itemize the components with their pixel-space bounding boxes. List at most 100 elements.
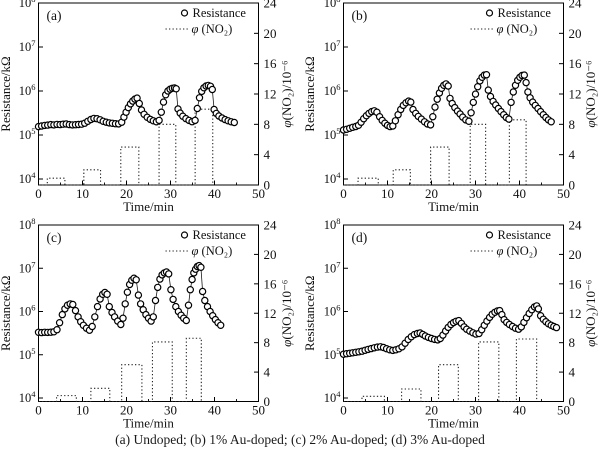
y-tick-label: 108 bbox=[324, 0, 341, 10]
y-tick-label: 20 bbox=[264, 247, 277, 262]
legend: Resistance φ (NO₂) bbox=[165, 6, 246, 36]
data-point-marker bbox=[198, 287, 207, 296]
data-point-marker bbox=[201, 296, 209, 305]
data-point-marker bbox=[534, 305, 543, 313]
data-point-marker bbox=[191, 116, 199, 125]
data-point-marker bbox=[195, 94, 204, 102]
panel-letter-label: (c) bbox=[47, 230, 62, 245]
legend-label-no2: φ (NO₂) bbox=[497, 244, 538, 258]
x-tick-label: 0 bbox=[35, 186, 42, 201]
data-point-marker bbox=[103, 290, 111, 299]
y-tick-label: 20 bbox=[264, 26, 277, 41]
legend-open-circle-icon bbox=[180, 9, 189, 17]
y-tick-label: 24 bbox=[569, 218, 583, 233]
data-point-marker bbox=[547, 118, 555, 126]
y-tick-label: 0 bbox=[569, 394, 576, 409]
data-point-marker bbox=[520, 71, 528, 79]
y-tick-label: 105 bbox=[324, 346, 341, 362]
y-tick-label: 8 bbox=[569, 117, 576, 132]
data-point-marker bbox=[391, 117, 400, 125]
y-tick-label: 107 bbox=[324, 38, 341, 54]
data-point-marker bbox=[471, 90, 480, 98]
data-point-marker bbox=[151, 296, 160, 305]
x-tick-label: 10 bbox=[76, 403, 89, 418]
y-tick-label: 104 bbox=[324, 389, 342, 405]
y-tick-label: 12 bbox=[264, 306, 277, 321]
data-point-marker bbox=[93, 302, 102, 311]
y-axis-left-title: Resistance/kΩ bbox=[0, 56, 13, 131]
legend: Resistance φ (NO₂) bbox=[470, 228, 552, 258]
no2-concentration-series bbox=[343, 119, 527, 186]
panel-letter-label: (d) bbox=[352, 230, 368, 245]
data-point-marker bbox=[188, 275, 196, 284]
data-point-marker bbox=[484, 86, 492, 94]
data-point-marker bbox=[197, 263, 205, 272]
resistance-series bbox=[34, 81, 238, 131]
legend-label-resistance: Resistance bbox=[498, 228, 552, 242]
y-axis-right-title: φ(NO₂)/10⁻⁶ bbox=[279, 280, 294, 347]
y-tick-label: 16 bbox=[264, 276, 278, 291]
y-tick-label: 24 bbox=[264, 218, 278, 233]
data-point-marker bbox=[136, 300, 145, 308]
chart-a: 01020304050Time/min104105106107108Resist… bbox=[0, 0, 294, 214]
y-tick-label: 4 bbox=[264, 365, 271, 380]
data-point-marker bbox=[159, 98, 168, 106]
y-tick-label: 108 bbox=[324, 216, 341, 232]
x-axis: 0 10 20 30 40 50 Time/min bbox=[35, 180, 265, 214]
y-tick-label: 105 bbox=[19, 126, 36, 142]
legend-label-no2: φ (NO₂) bbox=[192, 22, 233, 36]
data-point-marker bbox=[431, 103, 439, 111]
y-tick-label: 104 bbox=[324, 170, 342, 186]
y-axis-right: 0 4 8 12 16 20 24 φ(NO₂)/10⁻⁶ bbox=[559, 0, 598, 193]
data-point-marker bbox=[482, 70, 491, 79]
no2-concentration-series bbox=[38, 108, 214, 186]
y-axis-right: 0 4 8 12 16 20 24 φ(NO₂)/10⁻⁶ bbox=[559, 218, 598, 409]
y-tick-label: 107 bbox=[19, 259, 36, 275]
data-point-marker bbox=[507, 98, 515, 107]
x-tick-label: 0 bbox=[35, 403, 42, 418]
panel-letter-label: (a) bbox=[47, 8, 62, 23]
x-axis-title: Time/min bbox=[428, 416, 479, 431]
y-axis-right-title: φ(NO₂)/10⁻⁶ bbox=[583, 60, 598, 127]
data-point-marker bbox=[155, 116, 163, 125]
y-axis-left: 104 105 106 107 108 Resistance/kΩ bbox=[0, 0, 43, 186]
legend-label-resistance: Resistance bbox=[498, 6, 552, 20]
y-tick-label: 4 bbox=[569, 147, 576, 162]
x-tick-label: 0 bbox=[340, 186, 347, 201]
y-tick-label: 106 bbox=[324, 82, 341, 98]
x-axis-title: Time/min bbox=[428, 199, 479, 213]
data-point-marker bbox=[184, 301, 193, 309]
y-tick-label: 107 bbox=[324, 259, 341, 275]
y-tick-label: 16 bbox=[264, 56, 278, 71]
panel-a: 01020304050Time/min104105106107108Resist… bbox=[0, 0, 300, 214]
data-point-marker bbox=[135, 99, 143, 108]
y-tick-label: 105 bbox=[19, 346, 36, 362]
data-point-marker bbox=[123, 288, 132, 296]
data-point-marker bbox=[157, 108, 165, 116]
y-axis-right: 0 4 8 12 16 20 24 φ(NO₂)/10⁻⁶ bbox=[254, 0, 294, 193]
chart-b: 01020304050Time/min104105106107108Resist… bbox=[302, 0, 598, 214]
x-tick-label: 50 bbox=[252, 403, 265, 418]
data-point-marker bbox=[193, 104, 201, 113]
data-point-marker bbox=[465, 117, 473, 126]
no2-concentration-series bbox=[38, 337, 202, 403]
data-point-marker bbox=[167, 285, 175, 294]
y-tick-label: 0 bbox=[264, 394, 271, 409]
y-tick-label: 107 bbox=[19, 38, 36, 54]
x-axis: 0 10 20 30 40 50 Time/min bbox=[35, 397, 265, 431]
y-tick-label: 20 bbox=[569, 247, 582, 262]
data-point-marker bbox=[230, 118, 238, 127]
x-tick-label: 50 bbox=[557, 186, 570, 201]
x-axis: 0 10 20 30 40 50 Time/min bbox=[340, 397, 570, 431]
y-tick-label: 12 bbox=[569, 87, 582, 102]
x-tick-label: 20 bbox=[120, 403, 133, 418]
y-tick-label: 0 bbox=[264, 178, 271, 193]
x-tick-label: 40 bbox=[513, 186, 526, 201]
legend-open-circle-icon bbox=[180, 231, 189, 239]
data-point-marker bbox=[149, 313, 157, 321]
data-point-marker bbox=[509, 88, 517, 96]
y-axis-right-title: φ(NO₂)/10⁻⁶ bbox=[279, 60, 294, 127]
resistance-series bbox=[339, 70, 555, 134]
data-point-marker bbox=[117, 320, 125, 329]
y-axis-left: 104 105 106 107 108 Resistance/kΩ bbox=[302, 0, 348, 186]
